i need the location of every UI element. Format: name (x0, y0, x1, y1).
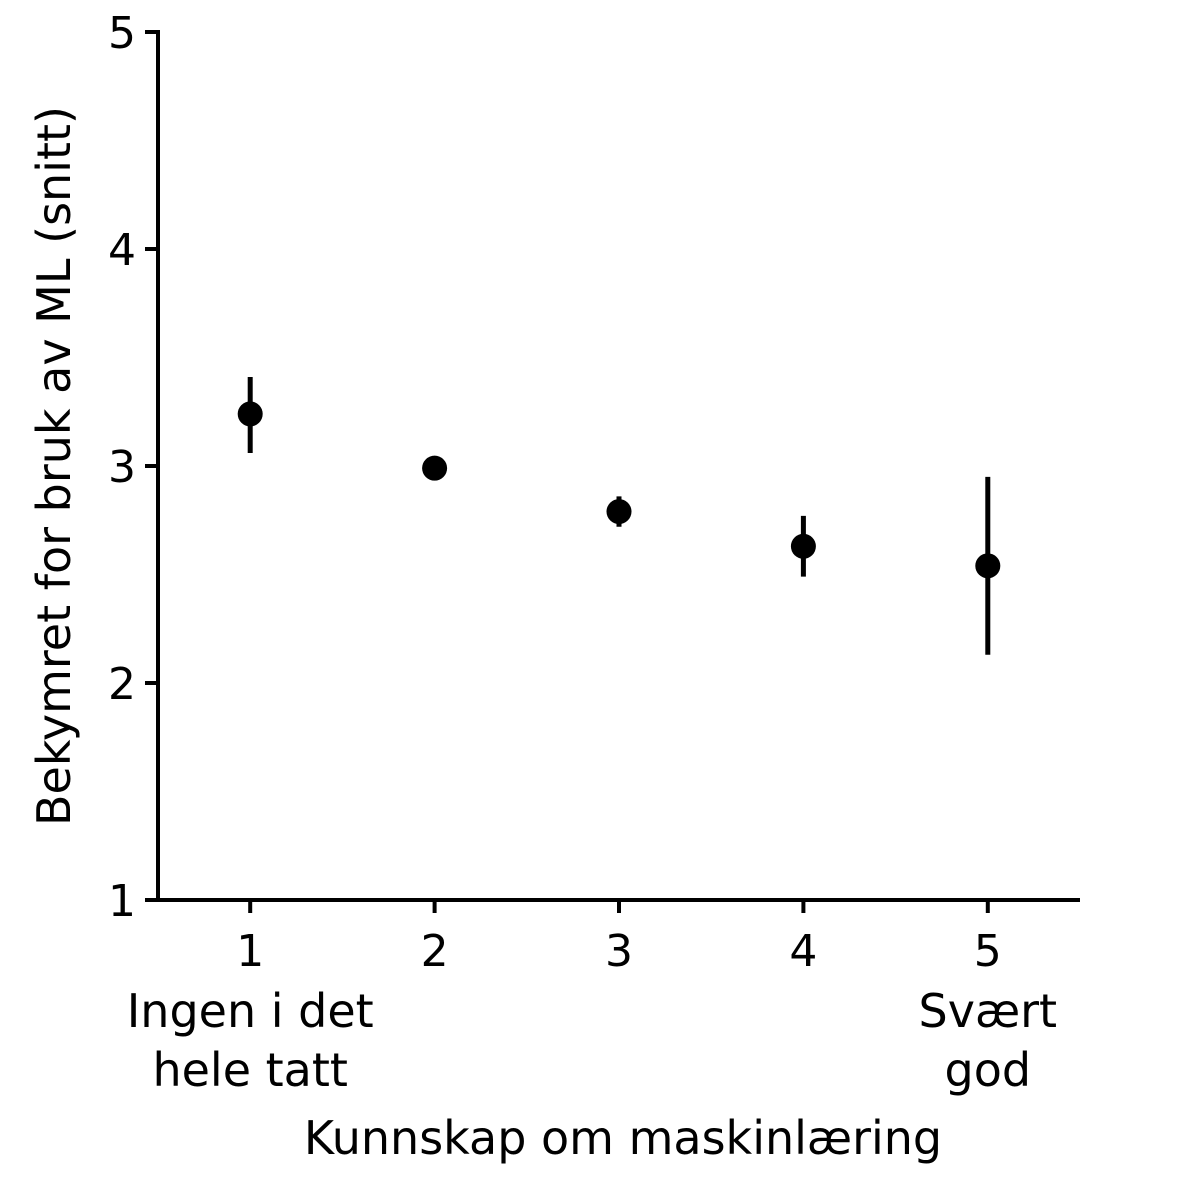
y-tick-label: 4 (108, 225, 136, 276)
x-category-label: hele tatt (152, 1043, 347, 1097)
data-point (606, 499, 632, 525)
x-tick-label: 2 (421, 926, 449, 977)
data-points (237, 377, 1001, 655)
data-point (975, 553, 1001, 579)
y-axis-ticks: 1 2 3 4 5 (108, 8, 158, 927)
data-point (237, 401, 263, 427)
x-tick-label: 4 (789, 926, 817, 977)
y-tick-label: 3 (108, 442, 136, 493)
x-tick-label: 3 (605, 926, 633, 977)
y-tick-label: 1 (108, 876, 136, 927)
x-axis-ticks: 1 2 3 4 5 (236, 900, 1002, 977)
y-tick-label: 2 (108, 659, 136, 710)
x-category-label: god (945, 1043, 1032, 1097)
x-category-label: Svært (919, 984, 1058, 1038)
y-axis-title: Bekymret for bruk av ML (snitt) (27, 106, 81, 826)
x-category-label: Ingen i det (127, 984, 374, 1038)
x-axis-title: Kunnskap om maskinlæring (304, 1111, 942, 1165)
y-tick-label: 5 (108, 8, 136, 59)
x-tick-label: 5 (974, 926, 1002, 977)
data-point (790, 533, 816, 559)
x-tick-label: 1 (236, 926, 264, 977)
data-point (422, 455, 448, 481)
